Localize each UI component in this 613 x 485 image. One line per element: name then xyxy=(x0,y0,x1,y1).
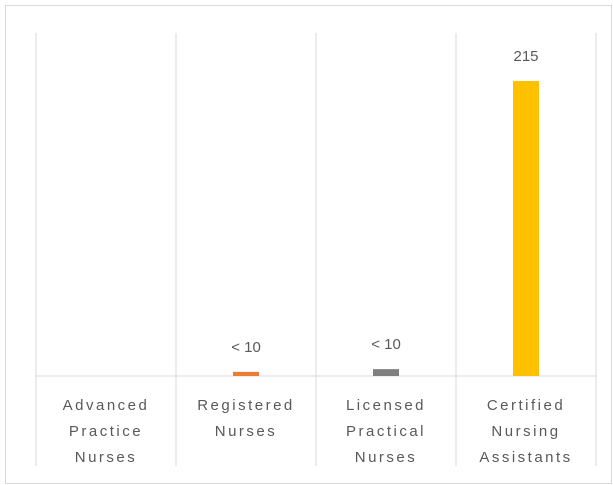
bar xyxy=(373,369,399,376)
data-label: 215 xyxy=(513,48,538,65)
x-tick-label: Registered Nurses xyxy=(197,397,295,440)
chart-frame xyxy=(5,5,612,484)
x-tick-label: Certified Nursing Assistants xyxy=(479,397,573,466)
x-tick-label: Advanced Practice Nurses xyxy=(62,397,150,466)
data-label: < 10 xyxy=(371,336,401,353)
x-tick-label: Licensed Practical Nurses xyxy=(345,397,427,466)
data-label: < 10 xyxy=(231,339,261,356)
bar xyxy=(513,81,539,377)
bar xyxy=(233,371,259,376)
